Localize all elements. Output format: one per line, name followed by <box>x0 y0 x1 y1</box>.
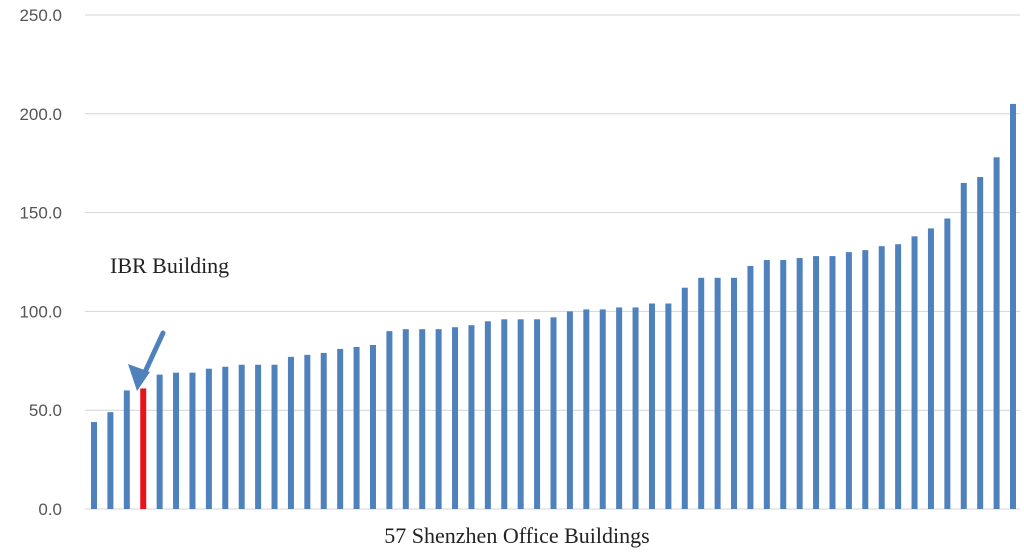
bar <box>829 256 836 509</box>
bar <box>911 236 918 509</box>
bar <box>107 412 114 509</box>
bar <box>665 303 672 509</box>
bar <box>173 372 180 509</box>
bar <box>550 317 557 509</box>
bars <box>91 103 1016 510</box>
bar <box>813 256 820 509</box>
bar <box>419 329 426 509</box>
bar <box>796 258 803 509</box>
bar <box>238 364 245 509</box>
bar <box>452 327 459 509</box>
annotation-arrow-shaft <box>142 330 166 375</box>
bar <box>895 244 902 509</box>
bar <box>960 182 967 509</box>
bar <box>501 319 508 509</box>
y-tick-label: 200.0 <box>19 105 62 124</box>
bar <box>222 366 229 509</box>
bar <box>320 352 327 509</box>
bar <box>977 177 984 509</box>
y-axis-tick-labels: 0.0 50.0 100.0 150.0 200.0 250.0 <box>19 6 62 519</box>
annotation-label: IBR Building <box>110 253 229 278</box>
y-tick-label: 100.0 <box>19 302 62 321</box>
bar <box>648 303 655 509</box>
bar <box>337 348 344 509</box>
x-axis-label: 57 Shenzhen Office Buildings <box>384 523 649 548</box>
bar <box>616 307 623 509</box>
bar <box>632 307 639 509</box>
bar <box>845 252 852 509</box>
bar <box>583 309 590 509</box>
y-tick-label: 50.0 <box>29 401 62 420</box>
bar <box>304 354 311 509</box>
bar <box>205 368 212 509</box>
bar <box>599 309 606 509</box>
bar <box>698 277 705 509</box>
bar <box>714 277 721 509</box>
bar-highlighted <box>140 388 147 509</box>
y-tick-label: 150.0 <box>19 204 62 223</box>
bar <box>484 321 491 509</box>
y-tick-label: 250.0 <box>19 6 62 25</box>
bar <box>402 329 409 509</box>
bar <box>189 372 196 509</box>
y-tick-label: 0.0 <box>38 500 62 519</box>
bar <box>1010 103 1016 510</box>
bar <box>944 218 951 509</box>
bar <box>534 319 541 509</box>
bar <box>91 422 97 509</box>
bar <box>271 364 278 509</box>
annotation-arrow-head <box>128 364 150 391</box>
bar <box>435 329 442 509</box>
bar <box>993 157 1000 509</box>
bar <box>386 331 393 509</box>
bar <box>862 250 869 509</box>
bar <box>468 325 475 509</box>
bar <box>566 311 573 509</box>
bar <box>255 364 262 509</box>
bar <box>763 260 770 509</box>
bar <box>156 374 163 509</box>
bar <box>353 346 360 509</box>
bar <box>780 260 787 509</box>
bar <box>927 228 934 509</box>
bar <box>731 277 738 509</box>
bar <box>517 319 524 509</box>
bar <box>681 287 688 509</box>
bar <box>287 356 294 509</box>
bar <box>878 246 885 509</box>
bar <box>747 265 754 509</box>
annotation: IBR Building <box>110 253 229 391</box>
bar <box>369 344 376 509</box>
bar <box>123 390 130 509</box>
